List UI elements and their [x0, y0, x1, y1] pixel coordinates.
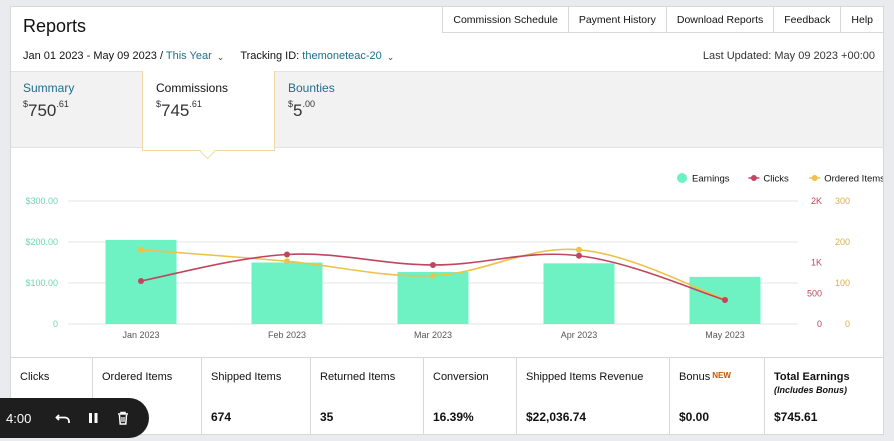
stat-shipped-revenue: Shipped Items Revenue $22,036.74 — [517, 358, 670, 434]
stat-value: 674 — [211, 410, 232, 424]
stat-value: $22,036.74 — [526, 410, 587, 424]
date-range-selector[interactable]: Jan 01 2023 - May 09 2023 / This Year ⌄ — [23, 50, 224, 62]
x-tick-label: Jan 2023 — [122, 330, 159, 340]
y-tick-label-left: $100.00 — [25, 278, 58, 288]
stat-header: Shipped Items Revenue — [526, 371, 644, 383]
clicks-point — [430, 261, 436, 268]
active-tab-panel — [142, 71, 275, 151]
y-tick-label-ordered: 200 — [835, 237, 850, 247]
stat-total-earnings: Total Earnings (Includes Bonus) $745.61 — [765, 358, 883, 434]
stat-value: 35 — [320, 410, 334, 424]
player-time: 4:00 — [6, 410, 32, 426]
feedback-link[interactable]: Feedback — [773, 7, 841, 33]
new-badge: NEW — [712, 371, 731, 380]
tab-bounties-label: Bounties — [288, 81, 335, 95]
ordered-items-point — [576, 246, 582, 253]
legend-label: Clicks — [763, 174, 789, 185]
stat-header: Returned Items — [320, 371, 396, 383]
y-tick-label-left: $300.00 — [25, 196, 58, 206]
stat-value: $0.00 — [679, 410, 710, 424]
stat-header: Ordered Items — [102, 371, 173, 383]
commissions-amount: $745.61 — [156, 99, 202, 120]
stat-subheader: (Includes Bonus) — [774, 385, 848, 395]
ordered-items-point — [284, 258, 290, 265]
stat-header: Bonus NEW — [679, 371, 731, 383]
y-tick-label-clicks: 2K — [811, 196, 822, 206]
undo-icon[interactable] — [50, 405, 76, 431]
stat-bonus: Bonus NEW $0.00 — [670, 358, 765, 434]
x-tick-label: Mar 2023 — [414, 330, 452, 340]
legend-swatch-earnings — [677, 173, 687, 183]
stat-ordered-items: Ordered Items — [93, 358, 202, 434]
clicks-point — [138, 277, 144, 284]
bar-earnings — [251, 262, 323, 324]
stat-returned-items: Returned Items 35 — [311, 358, 424, 434]
bar-earnings — [543, 263, 615, 324]
y-tick-label-left: $200.00 — [25, 237, 58, 247]
clicks-point — [284, 251, 290, 258]
stat-value: $745.61 — [774, 410, 818, 424]
trash-icon[interactable] — [110, 405, 136, 431]
last-updated: Last Updated: May 09 2023 +00:00 — [702, 50, 875, 62]
ordered-items-point — [138, 246, 144, 253]
y-tick-label-left: 0 — [53, 319, 58, 329]
pause-icon[interactable] — [80, 405, 106, 431]
x-tick-label: Feb 2023 — [268, 330, 306, 340]
tracking-id-label: Tracking ID: — [240, 50, 303, 62]
ordered-items-point — [430, 272, 436, 279]
chevron-down-icon: ⌄ — [216, 52, 225, 62]
stat-conversion: Conversion 16.39% — [424, 358, 517, 434]
tab-bounties[interactable]: Bounties $5.00 — [288, 81, 335, 121]
y-tick-label-ordered: 300 — [835, 196, 850, 206]
bounties-amount: $5.00 — [288, 99, 315, 120]
top-nav: Commission Schedule Payment History Down… — [442, 7, 883, 33]
download-reports-link[interactable]: Download Reports — [665, 7, 774, 33]
y-tick-label-clicks: 0 — [817, 319, 822, 329]
bar-earnings — [397, 271, 469, 324]
stat-clicks: Clicks — [11, 358, 93, 434]
legend-label: Earnings — [692, 174, 730, 185]
reports-card: Reports Commission Schedule Payment Hist… — [10, 6, 884, 435]
legend-swatch-dot — [750, 175, 757, 181]
stat-header: Total Earnings (Includes Bonus) — [774, 371, 876, 395]
help-link[interactable]: Help — [840, 7, 883, 33]
tracking-id-value: themoneteac-20 — [302, 50, 382, 62]
date-preset: This Year — [165, 50, 212, 62]
tab-summary[interactable]: Summary $750.61 — [23, 81, 74, 121]
y-tick-label-clicks: 500 — [807, 288, 822, 298]
stat-header: Shipped Items — [211, 371, 282, 383]
summary-amount: $750.61 — [23, 99, 69, 120]
tab-commissions[interactable]: Commissions $745.61 — [156, 81, 228, 121]
tab-commissions-label: Commissions — [156, 81, 229, 95]
page-title: Reports — [23, 16, 87, 36]
x-tick-label: May 2023 — [705, 330, 745, 340]
y-tick-label-ordered: 0 — [845, 319, 850, 329]
clicks-point — [722, 297, 728, 304]
tab-summary-label: Summary — [23, 81, 75, 95]
filter-bar: Jan 01 2023 - May 09 2023 / This Year ⌄ T… — [23, 50, 394, 62]
stat-header: Conversion — [433, 371, 489, 383]
stat-shipped-items: Shipped Items 674 — [202, 358, 311, 434]
stat-header: Clicks — [20, 371, 50, 383]
chevron-down-icon: ⌄ — [386, 52, 395, 62]
commission-schedule-link[interactable]: Commission Schedule — [442, 7, 568, 33]
date-range-text: Jan 01 2023 - May 09 2023 / — [23, 50, 166, 62]
tracking-id-selector[interactable]: Tracking ID: themoneteac-20 ⌄ — [240, 50, 394, 62]
payment-history-link[interactable]: Payment History — [567, 7, 666, 33]
y-tick-label-clicks: 1K — [811, 258, 822, 268]
y-tick-label-ordered: 100 — [835, 278, 850, 288]
stat-value: 16.39% — [433, 410, 474, 424]
recording-player: 4:00 — [0, 398, 149, 438]
legend-label: Ordered Items — [824, 174, 884, 185]
clicks-point — [576, 252, 582, 259]
legend-swatch-dot — [811, 175, 818, 181]
earnings-chart: 0 $100.00 $200.00 $300.00 0 500 1K 2K 0 100 200 300… — [25, 173, 884, 340]
stats-table: Clicks Ordered Items Shipped Items 674 R… — [11, 357, 883, 434]
x-tick-label: Apr 2023 — [561, 330, 598, 340]
